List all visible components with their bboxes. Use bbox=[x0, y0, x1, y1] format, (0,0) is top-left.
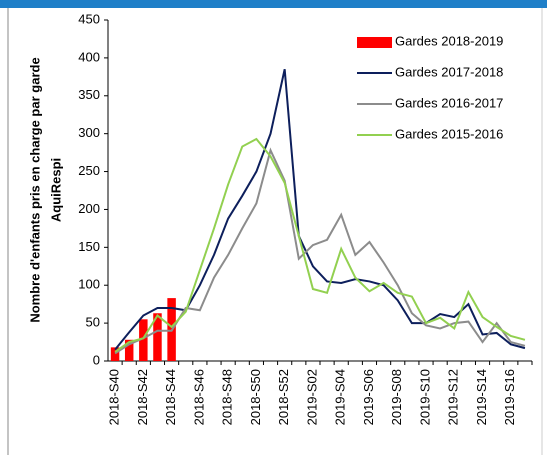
header-bar bbox=[0, 0, 547, 8]
y-tick-label: 100 bbox=[78, 277, 100, 292]
line bbox=[114, 69, 526, 351]
x-tick-label: 2019-S10 bbox=[417, 369, 432, 425]
x-tick-label: 2019-S06 bbox=[361, 369, 376, 425]
line bbox=[114, 137, 526, 353]
y-tick-label: 250 bbox=[78, 163, 100, 178]
bar bbox=[124, 339, 134, 361]
legend-swatch bbox=[357, 37, 392, 48]
bar bbox=[139, 319, 148, 361]
bar bbox=[110, 347, 120, 361]
y-tick-label: 200 bbox=[78, 201, 100, 216]
y-tick-label: 50 bbox=[86, 315, 100, 330]
x-tick-label: 2019-S12 bbox=[446, 369, 461, 425]
legend-label: Gardes 2017-2018 bbox=[395, 64, 503, 79]
x-tick-label: 2019-S02 bbox=[304, 369, 319, 425]
legend-label: Gardes 2015-2016 bbox=[395, 126, 503, 141]
y-tick-label: 450 bbox=[78, 11, 100, 26]
x-tick-label: 2019-S04 bbox=[333, 369, 348, 425]
x-tick-label: 2018-S52 bbox=[276, 369, 291, 425]
legend-label: Gardes 2018-2019 bbox=[395, 33, 503, 48]
legend-label: Gardes 2016-2017 bbox=[395, 95, 503, 110]
y-tick-label: 400 bbox=[78, 49, 100, 64]
y-axis-label: Nombre d'enfants pris en charge par gard… bbox=[27, 57, 42, 322]
bar bbox=[153, 313, 162, 361]
x-tick-label: 2019-S08 bbox=[389, 369, 404, 425]
x-tick-label: 2019-S14 bbox=[474, 369, 489, 425]
y-tick-label: 300 bbox=[78, 125, 100, 140]
x-tick-label: 2018-S50 bbox=[248, 369, 263, 425]
y-tick-label: 0 bbox=[93, 352, 100, 367]
x-tick-label: 2018-S46 bbox=[191, 369, 206, 425]
y-tick-label: 150 bbox=[78, 239, 100, 254]
x-tick-label: 2019-S16 bbox=[502, 369, 517, 425]
x-tick-label: 2018-S42 bbox=[135, 369, 150, 425]
x-tick-label: 2018-S40 bbox=[107, 369, 122, 425]
x-tick-label: 2018-S44 bbox=[163, 369, 178, 425]
y-tick-label: 350 bbox=[78, 87, 100, 102]
x-tick-label: 2018-S48 bbox=[220, 369, 235, 425]
y-axis-label: AquiRespi bbox=[48, 158, 63, 222]
